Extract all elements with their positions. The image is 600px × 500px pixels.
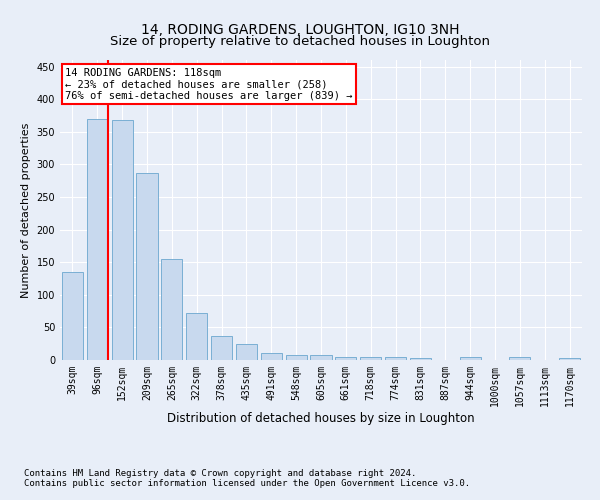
Bar — [211, 336, 232, 360]
Text: 14 RODING GARDENS: 118sqm
← 23% of detached houses are smaller (258)
76% of semi: 14 RODING GARDENS: 118sqm ← 23% of detac… — [65, 68, 353, 100]
Bar — [136, 173, 158, 360]
Bar — [460, 358, 481, 360]
Bar — [286, 355, 307, 360]
X-axis label: Distribution of detached houses by size in Loughton: Distribution of detached houses by size … — [167, 412, 475, 424]
Text: 14, RODING GARDENS, LOUGHTON, IG10 3NH: 14, RODING GARDENS, LOUGHTON, IG10 3NH — [141, 22, 459, 36]
Bar — [261, 354, 282, 360]
Bar — [87, 118, 108, 360]
Bar — [360, 358, 381, 360]
Bar — [112, 120, 133, 360]
Y-axis label: Number of detached properties: Number of detached properties — [21, 122, 31, 298]
Text: Contains public sector information licensed under the Open Government Licence v3: Contains public sector information licen… — [24, 479, 470, 488]
Bar — [186, 313, 207, 360]
Bar — [310, 355, 332, 360]
Bar — [559, 358, 580, 360]
Bar — [385, 358, 406, 360]
Bar — [335, 356, 356, 360]
Bar — [62, 272, 83, 360]
Bar — [410, 358, 431, 360]
Bar — [236, 344, 257, 360]
Bar — [509, 358, 530, 360]
Text: Size of property relative to detached houses in Loughton: Size of property relative to detached ho… — [110, 35, 490, 48]
Bar — [161, 259, 182, 360]
Text: Contains HM Land Registry data © Crown copyright and database right 2024.: Contains HM Land Registry data © Crown c… — [24, 469, 416, 478]
